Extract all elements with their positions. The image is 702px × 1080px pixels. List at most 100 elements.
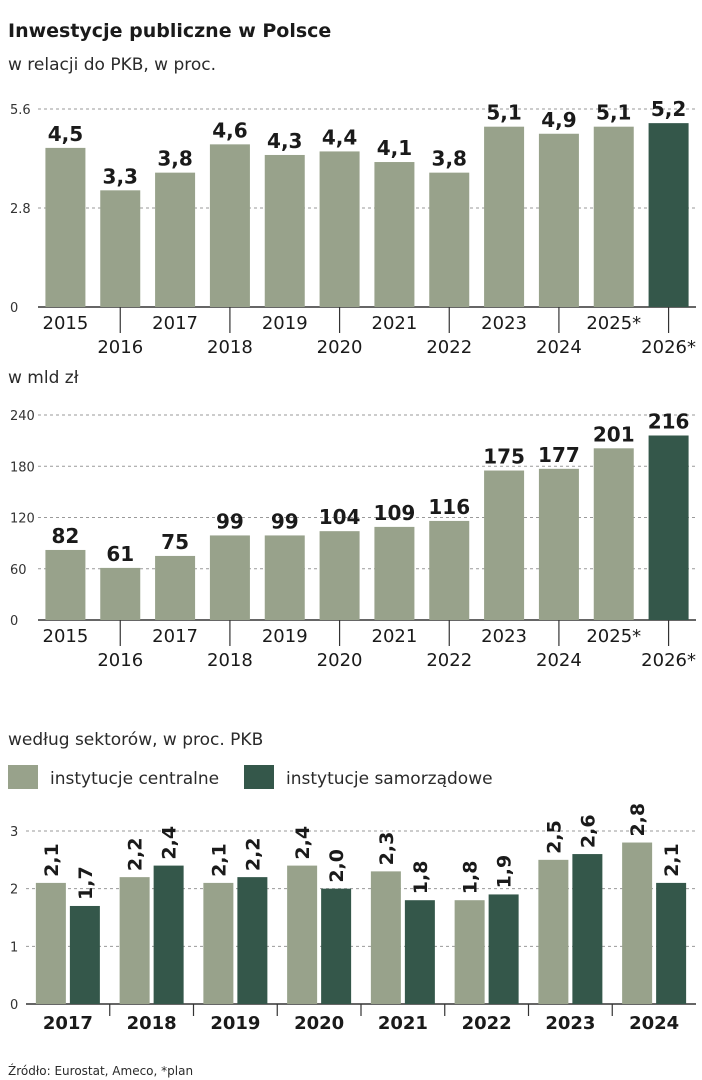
bar bbox=[538, 133, 579, 307]
bar bbox=[622, 842, 653, 1004]
data-label: 177 bbox=[538, 443, 580, 467]
data-label: 2,2 bbox=[125, 837, 147, 871]
data-label: 5,2 bbox=[651, 97, 686, 121]
bar bbox=[538, 859, 569, 1004]
bar bbox=[648, 123, 689, 308]
data-label: 201 bbox=[593, 422, 635, 446]
bar bbox=[370, 871, 401, 1004]
y-tick-label: 3 bbox=[10, 825, 18, 840]
source-note: Źródło: Eurostat, Ameco, *plan bbox=[8, 1063, 193, 1078]
chart-title: Inwestycje publiczne w Polsce bbox=[8, 20, 331, 42]
bar bbox=[69, 905, 100, 1004]
data-label: 4,9 bbox=[541, 108, 576, 132]
x-tick-label: 2024 bbox=[629, 1013, 679, 1034]
x-tick-label: 2023 bbox=[481, 313, 527, 334]
data-label: 104 bbox=[319, 505, 361, 529]
y-tick-label: 0 bbox=[10, 301, 18, 316]
bar bbox=[484, 470, 525, 620]
legend-swatch-central bbox=[8, 765, 38, 789]
bar bbox=[287, 865, 318, 1004]
bar bbox=[100, 567, 141, 620]
x-tick-label: 2022 bbox=[426, 650, 472, 671]
data-label: 1,8 bbox=[460, 861, 482, 895]
data-label: 216 bbox=[648, 410, 690, 434]
bar bbox=[374, 526, 415, 620]
bar bbox=[454, 900, 485, 1004]
x-tick-label: 2021 bbox=[372, 313, 418, 334]
chart3-subtitle: według sektorów, w proc. PKB bbox=[8, 730, 263, 750]
data-label: 3,8 bbox=[432, 147, 467, 171]
bar bbox=[572, 854, 603, 1004]
data-label: 99 bbox=[271, 509, 299, 533]
chart3-by-sector: 0 1 2 3 2,1 1,7 2017 2,2 2,4 2018 2,1 2,2 2019 2,4 2,0… bbox=[10, 803, 696, 1034]
bar bbox=[155, 555, 196, 620]
bar bbox=[264, 154, 305, 307]
bar bbox=[119, 877, 150, 1004]
y-tick-label: 0 bbox=[10, 998, 18, 1013]
data-label: 4,4 bbox=[322, 125, 357, 149]
bar bbox=[593, 448, 634, 620]
x-tick-label: 2019 bbox=[210, 1013, 260, 1034]
bar bbox=[319, 531, 360, 620]
data-label: 2,4 bbox=[292, 826, 314, 860]
y-tick-label: 120 bbox=[10, 512, 35, 527]
data-label: 109 bbox=[374, 501, 416, 525]
data-label: 2,2 bbox=[242, 837, 264, 871]
y-tick-label: 180 bbox=[10, 460, 35, 475]
x-tick-label: 2018 bbox=[207, 337, 253, 358]
bar bbox=[484, 126, 525, 307]
data-label: 2,8 bbox=[627, 803, 649, 837]
data-label: 2,1 bbox=[41, 843, 63, 877]
x-tick-label: 2023 bbox=[481, 626, 527, 647]
data-label: 4,3 bbox=[267, 129, 302, 153]
data-label: 175 bbox=[483, 445, 525, 469]
chart2-subtitle: w mld zł bbox=[8, 368, 79, 388]
data-label: 116 bbox=[428, 495, 470, 519]
data-label: 4,5 bbox=[48, 122, 83, 146]
y-tick-label: 2.8 bbox=[10, 202, 31, 217]
bar bbox=[656, 882, 687, 1004]
data-label: 4,1 bbox=[377, 136, 412, 160]
data-label: 1,8 bbox=[410, 861, 432, 895]
x-tick-label: 2019 bbox=[262, 313, 308, 334]
data-label: 2,1 bbox=[661, 843, 683, 877]
x-tick-label: 2019 bbox=[262, 626, 308, 647]
chart3-legend: instytucje centralne instytucje samorząd… bbox=[8, 765, 493, 789]
chart1-gdp-share: 0 2.8 5.6 4,5 2015 3,3 2016 3,8 2017 4,6 2018 4,3 20… bbox=[10, 97, 696, 358]
bar bbox=[100, 190, 141, 307]
x-tick-label: 2024 bbox=[536, 337, 582, 358]
x-tick-label: 2020 bbox=[317, 650, 363, 671]
x-tick-label: 2017 bbox=[152, 313, 198, 334]
legend-swatch-local bbox=[244, 765, 274, 789]
bar bbox=[429, 172, 470, 307]
y-tick-label: 1 bbox=[10, 940, 18, 955]
bar bbox=[35, 882, 66, 1004]
bar bbox=[264, 535, 305, 620]
x-tick-label: 2026* bbox=[641, 650, 696, 671]
x-tick-label: 2017 bbox=[152, 626, 198, 647]
chart1-subtitle: w relacji do PKB, w proc. bbox=[8, 55, 216, 75]
x-tick-label: 2025* bbox=[586, 626, 641, 647]
bar bbox=[45, 147, 86, 307]
x-tick-label: 2022 bbox=[426, 337, 472, 358]
bar bbox=[404, 900, 435, 1004]
x-tick-label: 2022 bbox=[462, 1013, 512, 1034]
x-tick-label: 2020 bbox=[294, 1013, 344, 1034]
data-label: 99 bbox=[216, 509, 244, 533]
data-label: 2,5 bbox=[543, 820, 565, 854]
legend-label-local: instytucje samorządowe bbox=[286, 769, 493, 789]
y-tick-label: 5.6 bbox=[10, 103, 31, 118]
bar bbox=[153, 865, 184, 1004]
x-tick-label: 2025* bbox=[586, 313, 641, 334]
x-tick-label: 2023 bbox=[545, 1013, 595, 1034]
bar bbox=[593, 126, 634, 307]
data-label: 1,7 bbox=[75, 866, 97, 900]
y-tick-label: 240 bbox=[10, 409, 35, 424]
bar bbox=[488, 894, 519, 1004]
bar bbox=[538, 468, 579, 620]
y-tick-label: 0 bbox=[10, 614, 18, 629]
data-label: 2,3 bbox=[376, 832, 398, 866]
x-tick-label: 2015 bbox=[43, 313, 89, 334]
data-label: 2,4 bbox=[159, 826, 181, 860]
